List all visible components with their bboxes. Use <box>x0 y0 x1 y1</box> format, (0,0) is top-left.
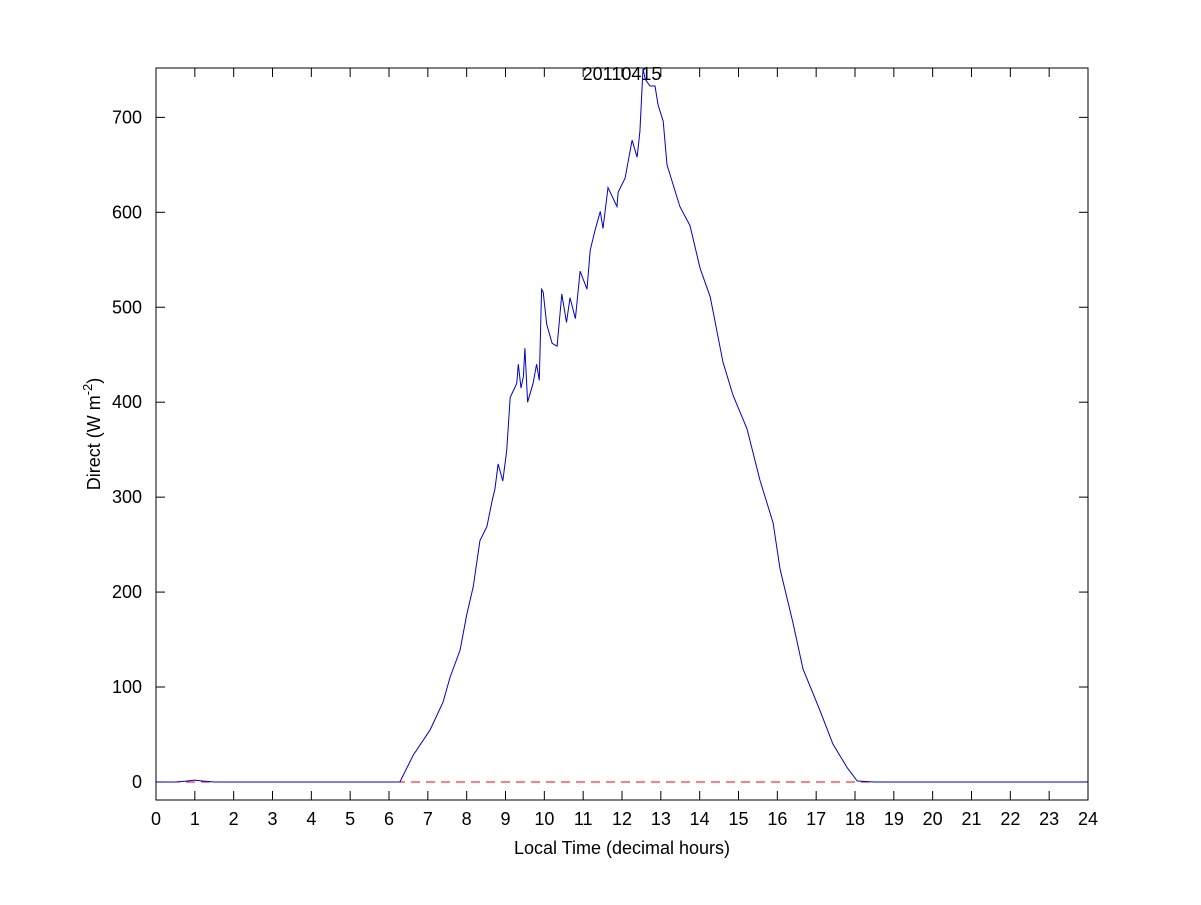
x-tick-label: 4 <box>306 809 316 829</box>
x-tick-label: 24 <box>1078 809 1098 829</box>
x-tick-label: 0 <box>151 809 161 829</box>
x-tick-label: 5 <box>345 809 355 829</box>
x-tick-label: 9 <box>500 809 510 829</box>
x-tick-label: 1 <box>190 809 200 829</box>
x-tick-label: 17 <box>806 809 826 829</box>
x-tick-label: 23 <box>1039 809 1059 829</box>
y-tick-label: 300 <box>112 487 142 507</box>
y-tick-label: 500 <box>112 297 142 317</box>
x-tick-label: 14 <box>690 809 710 829</box>
y-axis-label-main: Direct (W m <box>84 395 104 490</box>
x-tick-label: 6 <box>384 809 394 829</box>
x-tick-label: 16 <box>767 809 787 829</box>
x-tick-label: 18 <box>845 809 865 829</box>
x-tick-label: 20 <box>923 809 943 829</box>
y-tick-label: 200 <box>112 582 142 602</box>
plot-marks <box>156 68 1088 783</box>
x-tick-label: 12 <box>612 809 632 829</box>
x-tick-label: 7 <box>423 809 433 829</box>
x-tick-label: 10 <box>534 809 554 829</box>
x-axis-label: Local Time (decimal hours) <box>514 838 730 858</box>
x-tick-label: 11 <box>574 809 593 829</box>
axes-box <box>155 67 1089 801</box>
series-line <box>156 68 1088 783</box>
x-tick-label: 15 <box>728 809 748 829</box>
axis-ticks: 0 1 2 3 4 5 6 7 8 9 10 11 12 13 14 15 16 17 18 19 20 21 22 23 24… <box>112 68 1098 829</box>
y-axis-label-suffix: ) <box>84 378 104 384</box>
y-tick-label: 100 <box>112 677 142 697</box>
x-tick-label: 13 <box>651 809 671 829</box>
x-tick-label: 3 <box>267 809 277 829</box>
x-tick-label: 22 <box>1000 809 1020 829</box>
y-tick-label: 700 <box>112 107 142 127</box>
x-tick-label: 19 <box>884 809 904 829</box>
plot-area <box>156 68 1088 800</box>
x-tick-label: 2 <box>229 809 239 829</box>
x-tick-label: 21 <box>961 809 981 829</box>
y-axis-label: Direct (W m-2) <box>80 378 104 491</box>
y-axis-label-superscript: -2 <box>80 384 95 396</box>
y-tick-label: 0 <box>132 772 142 792</box>
y-tick-label: 600 <box>112 202 142 222</box>
y-tick-label: 400 <box>112 392 142 412</box>
x-tick-label: 8 <box>462 809 472 829</box>
